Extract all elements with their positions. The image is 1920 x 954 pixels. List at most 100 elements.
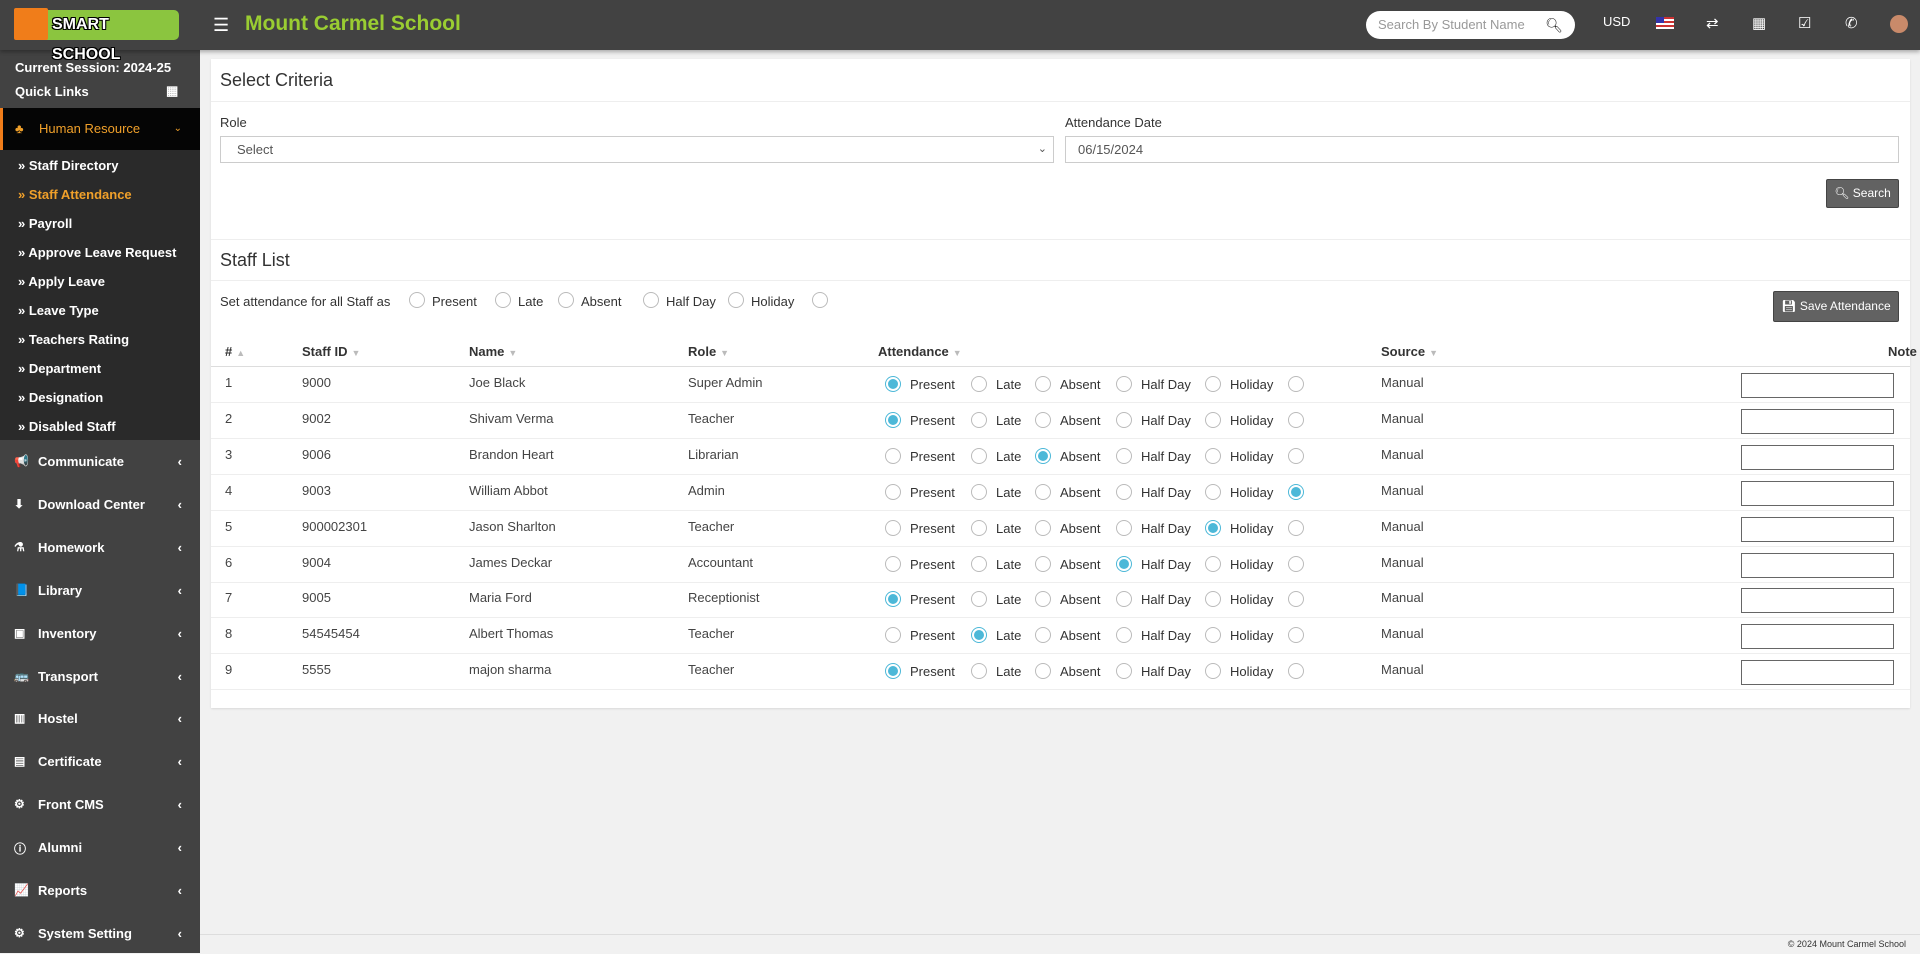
attendance-radio[interactable] <box>971 555 987 572</box>
sidebar-item-human-resource[interactable]: ♣ Human Resource ⌄ <box>0 108 200 150</box>
quick-links[interactable]: Quick Links <box>15 84 89 99</box>
attendance-radio[interactable] <box>1288 591 1304 608</box>
sidebar-item[interactable]: ▤ Certificate ‹ <box>0 754 200 774</box>
attendance-radio[interactable] <box>1116 555 1132 572</box>
attendance-radio[interactable] <box>1116 483 1132 500</box>
set-all-radio[interactable] <box>643 292 659 308</box>
attendance-radio[interactable] <box>1288 376 1304 392</box>
sidebar-subitem[interactable]: » Staff Attendance <box>18 187 132 202</box>
sidebar-item[interactable]: 🚌 Transport ‹ <box>0 669 200 689</box>
attendance-radio[interactable] <box>1288 555 1304 572</box>
attendance-radio[interactable] <box>1288 663 1304 680</box>
attendance-radio[interactable] <box>1205 663 1221 680</box>
set-all-radio[interactable] <box>495 292 511 308</box>
sidebar-item[interactable]: ▣ Inventory ‹ <box>0 626 200 646</box>
currency-selector[interactable]: USD <box>1603 14 1631 29</box>
attendance-radio[interactable] <box>885 483 901 500</box>
attendance-radio[interactable] <box>885 411 901 428</box>
attendance-radio[interactable] <box>1035 627 1051 644</box>
sidebar-item[interactable]: ⚙ System Setting ‹ <box>0 926 200 946</box>
attendance-radio[interactable] <box>1205 519 1221 536</box>
search-icon[interactable]: 🔍︎ <box>1545 17 1563 33</box>
attendance-radio[interactable] <box>971 591 987 608</box>
whatsapp-icon[interactable]: ✆ <box>1845 15 1858 32</box>
attendance-radio[interactable] <box>1205 555 1221 572</box>
column-header[interactable]: Source ▼ <box>1381 344 1438 359</box>
attendance-radio[interactable] <box>971 663 987 680</box>
attendance-radio[interactable] <box>971 447 987 464</box>
attendance-radio[interactable] <box>1116 591 1132 608</box>
task-check-icon[interactable]: ☑ <box>1798 15 1812 32</box>
sidebar-item[interactable]: 📈 Reports ‹ <box>0 883 200 903</box>
attendance-radio[interactable] <box>1116 663 1132 680</box>
column-header[interactable]: Attendance ▼ <box>878 344 962 359</box>
attendance-date-input[interactable]: 06/15/2024 <box>1065 136 1899 163</box>
sidebar-subitem[interactable]: » Staff Directory <box>18 158 119 173</box>
attendance-radio[interactable] <box>1205 483 1221 500</box>
attendance-radio[interactable] <box>1035 376 1051 392</box>
attendance-radio[interactable] <box>1035 591 1051 608</box>
calendar-icon[interactable]: ▦ <box>1752 15 1767 32</box>
sidebar-subitem[interactable]: » Designation <box>18 390 104 405</box>
sidebar-subitem[interactable]: » Approve Leave Request <box>18 245 177 260</box>
switch-icon[interactable]: ⇄ <box>1706 15 1719 32</box>
set-all-radio[interactable] <box>812 292 828 308</box>
sidebar-item[interactable]: ⓘ Alumni ‹ <box>0 840 200 860</box>
attendance-radio[interactable] <box>1035 555 1051 572</box>
attendance-radio[interactable] <box>1116 411 1132 428</box>
attendance-radio[interactable] <box>1035 663 1051 680</box>
note-input[interactable] <box>1741 444 1894 470</box>
set-all-radio[interactable] <box>558 292 574 308</box>
sidebar-subitem[interactable]: » Department <box>18 361 102 376</box>
attendance-radio[interactable] <box>1288 447 1304 464</box>
note-input[interactable] <box>1741 624 1894 650</box>
us-flag-icon[interactable] <box>1656 17 1674 29</box>
attendance-radio[interactable] <box>885 627 901 644</box>
column-header[interactable]: Note <box>1888 344 1917 359</box>
attendance-radio[interactable] <box>971 376 987 392</box>
attendance-radio[interactable] <box>885 591 901 608</box>
attendance-radio[interactable] <box>885 519 901 536</box>
note-input[interactable] <box>1741 552 1894 578</box>
attendance-radio[interactable] <box>885 555 901 572</box>
sidebar-subitem[interactable]: » Apply Leave <box>18 274 105 289</box>
attendance-radio[interactable] <box>1205 376 1221 392</box>
attendance-radio[interactable] <box>1288 411 1304 428</box>
attendance-radio[interactable] <box>971 483 987 500</box>
attendance-radio[interactable] <box>1116 519 1132 536</box>
sidebar-item[interactable]: 📢 Communicate ‹ <box>0 454 200 474</box>
attendance-radio[interactable] <box>1288 483 1304 500</box>
student-search-input[interactable]: Search By Student Name 🔍︎ <box>1366 11 1575 39</box>
attendance-radio[interactable] <box>1205 591 1221 608</box>
note-input[interactable] <box>1741 660 1894 686</box>
sidebar-subitem[interactable]: » Disabled Staff <box>18 419 116 434</box>
search-button[interactable]: 🔍︎ Search <box>1826 179 1899 208</box>
sidebar-item[interactable]: 📘 Library ‹ <box>0 583 200 603</box>
role-select[interactable]: Select ⌄ <box>220 136 1054 163</box>
attendance-radio[interactable] <box>1205 447 1221 464</box>
sidebar-item[interactable]: ⚗ Homework ‹ <box>0 540 200 560</box>
logo[interactable]: SMART SCHOOL <box>14 8 179 63</box>
menu-toggle-icon[interactable]: ☰ <box>213 15 230 35</box>
attendance-radio[interactable] <box>971 411 987 428</box>
user-avatar[interactable] <box>1890 15 1908 33</box>
column-header[interactable]: Staff ID ▼ <box>302 344 360 359</box>
attendance-radio[interactable] <box>1035 519 1051 536</box>
sidebar-item[interactable]: ▥ Hostel ‹ <box>0 711 200 731</box>
note-input[interactable] <box>1741 516 1894 542</box>
set-all-radio[interactable] <box>409 292 425 308</box>
column-header[interactable]: Role ▼ <box>688 344 729 359</box>
column-header[interactable]: # ▲ <box>225 344 245 359</box>
attendance-radio[interactable] <box>1288 519 1304 536</box>
attendance-radio[interactable] <box>885 663 901 680</box>
set-all-radio[interactable] <box>728 292 744 308</box>
note-input[interactable] <box>1741 408 1894 434</box>
attendance-radio[interactable] <box>1035 411 1051 428</box>
sidebar-subitem[interactable]: » Leave Type <box>18 303 99 318</box>
attendance-radio[interactable] <box>971 519 987 536</box>
current-session[interactable]: Current Session: 2024-25 <box>15 60 171 75</box>
save-attendance-button[interactable]: 💾︎ Save Attendance <box>1773 291 1899 322</box>
attendance-radio[interactable] <box>1035 483 1051 500</box>
attendance-radio[interactable] <box>971 627 987 644</box>
attendance-radio[interactable] <box>1116 376 1132 392</box>
